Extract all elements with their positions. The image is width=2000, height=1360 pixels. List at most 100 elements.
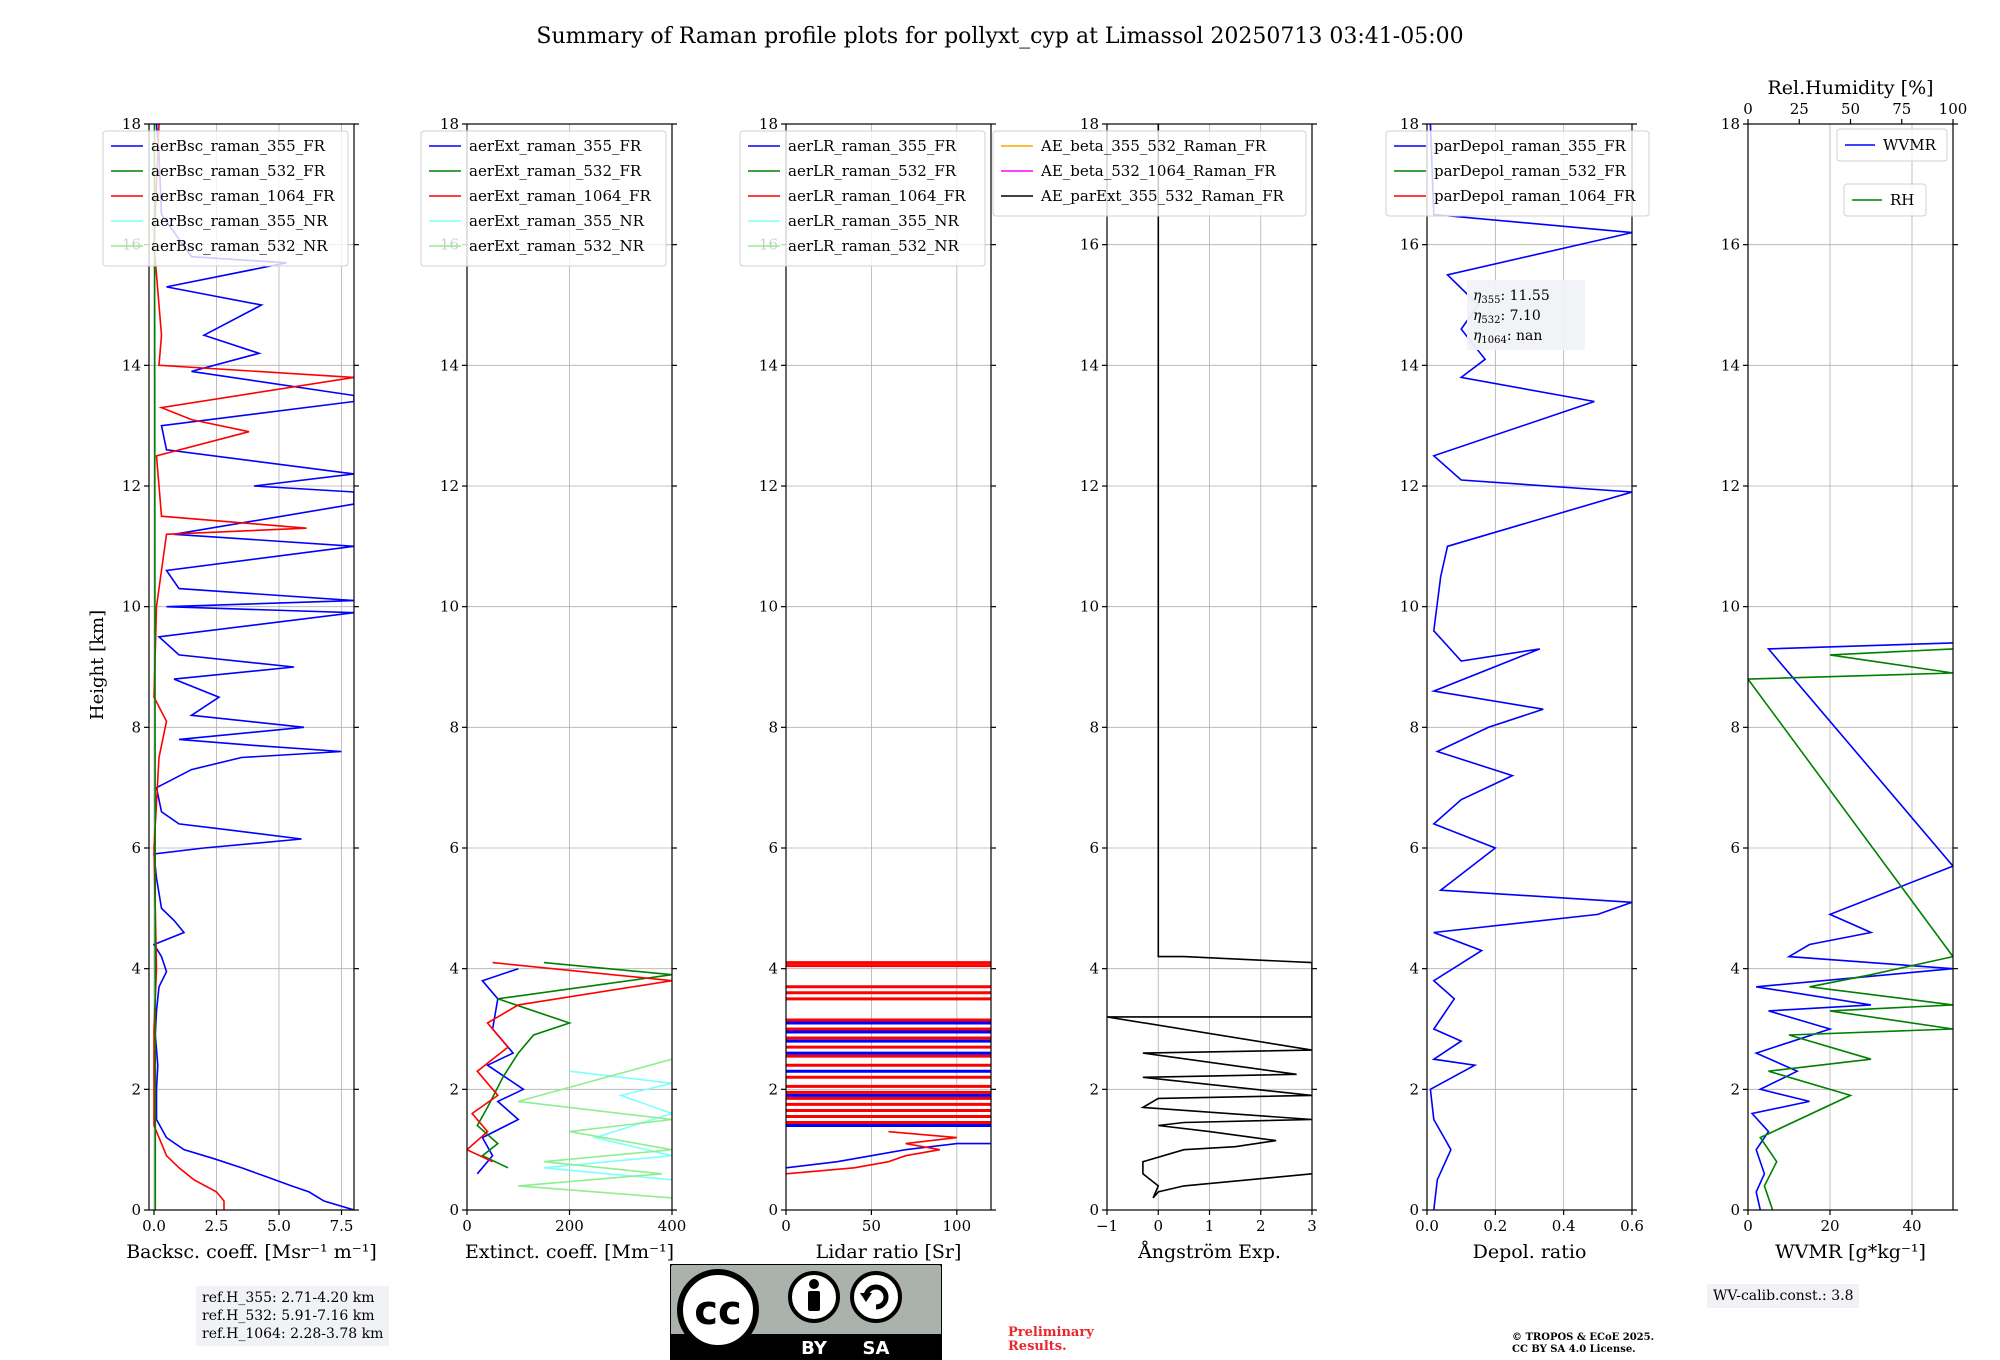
y-tick-label: 12 (1080, 477, 1099, 495)
y-tick-label: 0 (449, 1201, 459, 1219)
y-tick-label: 2 (131, 1080, 141, 1098)
y-tick-label: 10 (440, 598, 459, 616)
series-aerLR_raman_1064_FR (786, 1130, 957, 1175)
y-tick-label: 18 (1400, 115, 1419, 133)
axes-frame (785, 123, 992, 1211)
x-axis-label: Backsc. coeff. [Msr⁻¹ m⁻¹] (126, 1241, 377, 1263)
series-parDepol_raman_355_FR (1429, 124, 1632, 1210)
series-aerBsc_raman_1064_FR (153, 124, 354, 1210)
preliminary-line-2: Results. (1008, 1339, 1067, 1354)
eta-line: η532: 7.10 (1473, 308, 1541, 326)
plot-area (467, 961, 672, 1199)
y-tick-label: 2 (449, 1080, 459, 1098)
y-tick-label: 18 (440, 115, 459, 133)
series-aerBsc_raman_532_FR (153, 124, 157, 1210)
legend-entry: parDepol_raman_532_FR (1434, 162, 1627, 180)
y-tick-label: 12 (1721, 477, 1740, 495)
top-x-tick-label: 25 (1790, 100, 1809, 118)
x-tick-label: 40 (1902, 1217, 1921, 1235)
y-tick-label: 0 (1730, 1201, 1740, 1219)
plot-area (1429, 124, 1632, 1210)
legend-box (102, 130, 349, 267)
legend-entry: AE_parExt_355_532_Raman_FR (1040, 187, 1285, 205)
legend-entry: aerExt_raman_1064_FR (469, 187, 651, 205)
cc-logo-icon (677, 1269, 759, 1351)
legend-box (1385, 130, 1650, 217)
panel-3: 024681012141618050100Lidar ratio [Sr]aer… (739, 115, 996, 1263)
top-x-tick-label: 75 (1892, 100, 1911, 118)
x-tick-label: 1 (1205, 1217, 1215, 1235)
y-tick-label: 0 (131, 1201, 141, 1219)
y-tick-label: 14 (1400, 356, 1419, 374)
x-tick-label: 0.0 (1415, 1217, 1439, 1235)
y-tick-label: 12 (759, 477, 778, 495)
y-tick-label: 8 (1730, 718, 1740, 736)
plot-area (1748, 642, 1953, 1210)
y-tick-label: 14 (1721, 356, 1740, 374)
y-tick-label: 12 (440, 477, 459, 495)
legend-entry: aerBsc_raman_532_FR (151, 162, 326, 180)
y-tick-label: 4 (1409, 960, 1419, 978)
ref-h-532: ref.H_532: 5.91-7.16 km (202, 1308, 375, 1324)
y-tick-label: 4 (768, 960, 778, 978)
y-tick-label: 14 (440, 356, 459, 374)
series-aerLR_raman_355_FR (786, 1142, 991, 1169)
y-tick-label: 4 (131, 960, 141, 978)
legend-entry: aerExt_raman_355_FR (469, 137, 642, 155)
legend-entry: aerLR_raman_355_FR (788, 137, 957, 155)
wv-calibration-box: WV-calib.const.: 3.8 (1707, 1284, 1860, 1308)
legend-entry: AE_beta_532_1064_Raman_FR (1040, 162, 1276, 180)
plot-area (152, 124, 354, 1210)
y-tick-label: 6 (1730, 839, 1740, 857)
legend-entry: aerLR_raman_355_NR (788, 212, 959, 230)
preliminary-line-1: Preliminary (1008, 1325, 1094, 1340)
y-tick-label: 8 (131, 718, 141, 736)
series-RH (1748, 648, 1953, 1210)
plot-area (786, 961, 991, 1175)
y-tick-label: 10 (1080, 598, 1099, 616)
panel-2: 0246810121416180200400Extinct. coeff. [M… (420, 115, 686, 1263)
y-tick-label: 4 (1730, 960, 1740, 978)
x-tick-label: 50 (862, 1217, 881, 1235)
eta-line: η355: 11.55 (1473, 288, 1550, 306)
legend-entry: aerBsc_raman_1064_FR (151, 187, 335, 205)
y-tick-label: 0 (768, 1201, 778, 1219)
legend-entry: parDepol_raman_1064_FR (1434, 187, 1636, 205)
y-tick-label: 8 (1409, 718, 1419, 736)
y-tick-label: 2 (1409, 1080, 1419, 1098)
series-aerBsc_raman_355_FR (152, 124, 354, 1210)
preliminary-note: Preliminary Results. (1008, 1326, 1094, 1354)
legend-entry: parDepol_raman_355_FR (1434, 137, 1627, 155)
series-aerExt_raman_1064_FR (467, 961, 672, 1163)
legend-entry: aerBsc_raman_532_NR (151, 237, 328, 255)
x-axis-label: Ångström Exp. (1137, 1241, 1281, 1263)
y-tick-label: 0 (1409, 1201, 1419, 1219)
legend-entry: aerBsc_raman_355_NR (151, 212, 328, 230)
ref-h-355: ref.H_355: 2.71-4.20 km (202, 1290, 375, 1306)
y-tick-label: 16 (1400, 236, 1419, 254)
series-aerExt_raman_355_NR (543, 1070, 672, 1181)
sa-share-icon (850, 1271, 902, 1323)
y-tick-label: 4 (449, 960, 459, 978)
y-axis-label: Height [km] (87, 610, 108, 720)
axes-frame (148, 123, 355, 1211)
y-tick-label: 14 (122, 356, 141, 374)
legend-box (1836, 128, 1948, 162)
cc-by-sa-badge: cc BY SA (670, 1264, 942, 1360)
top-x-tick-label: 0 (1743, 100, 1753, 118)
legend-entry: aerLR_raman_1064_FR (788, 187, 966, 205)
y-tick-label: 18 (1080, 115, 1099, 133)
series-WVMR (1750, 642, 1953, 1210)
legend-box (420, 130, 667, 267)
legend-entry: aerLR_raman_532_FR (788, 162, 957, 180)
x-tick-label: 7.5 (330, 1217, 354, 1235)
y-tick-label: 8 (449, 718, 459, 736)
x-axis-label: Depol. ratio (1473, 1241, 1587, 1263)
cc-text: cc (694, 1288, 741, 1334)
legend-entry: RH (1890, 191, 1914, 209)
top-x-axis-label: Rel.Humidity [%] (1767, 77, 1933, 99)
x-tick-label: 2 (1256, 1217, 1266, 1235)
